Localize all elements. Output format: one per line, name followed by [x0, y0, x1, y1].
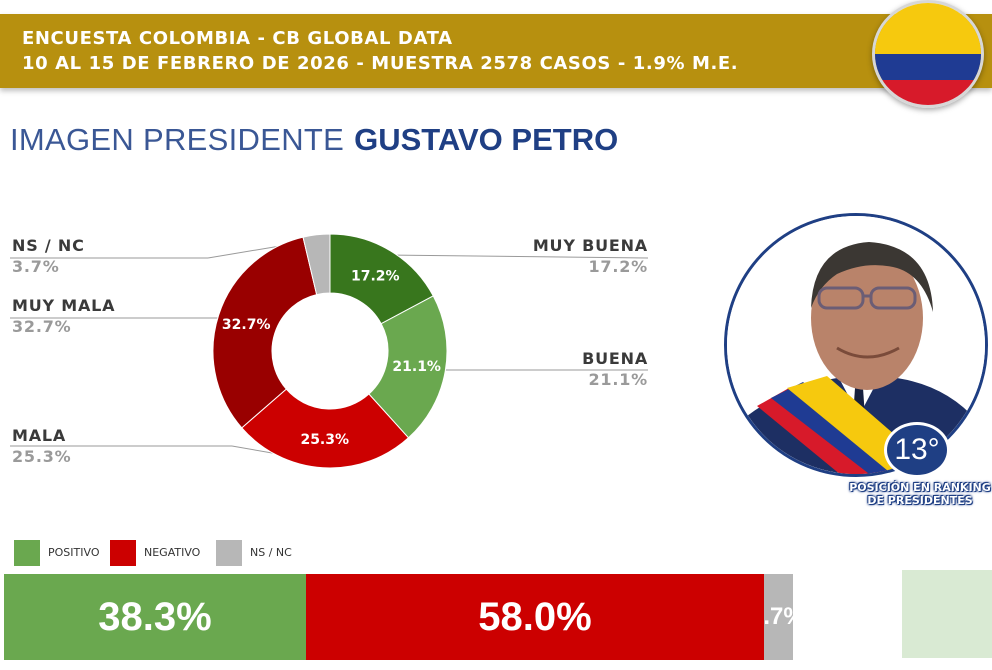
- donut-data-label-muy-buena: 17.2%: [351, 269, 400, 285]
- label-mala-name: MALA: [12, 426, 67, 445]
- label-muy-mala: MUY MALA 32.7%: [12, 296, 115, 336]
- president-photo-icon: [727, 216, 985, 474]
- header-band: [0, 14, 992, 88]
- title-prefix: IMAGEN PRESIDENTE: [10, 122, 345, 157]
- label-mala: MALA 25.3%: [12, 426, 72, 466]
- donut-data-label-muy-mala: 32.7%: [222, 317, 271, 333]
- legend-label-negativo: NEGATIVO: [144, 546, 201, 559]
- label-muy-mala-name: MUY MALA: [12, 296, 116, 315]
- legend-label-positivo: POSITIVO: [48, 546, 100, 559]
- page-title: IMAGEN PRESIDENTE GUSTAVO PETRO: [10, 122, 618, 158]
- label-muy-buena: MUY BUENA 17.2%: [533, 236, 648, 276]
- legend-swatch-ns-nc: [216, 540, 242, 566]
- donut-slice-muy-mala: [212, 236, 318, 429]
- label-ns-nc-value: 3.7%: [12, 257, 60, 276]
- legend-swatch-negativo: [110, 540, 136, 566]
- label-buena-value: 21.1%: [588, 370, 648, 389]
- donut-slice-mala: [241, 388, 410, 469]
- label-ns-nc: NS / NC 3.7%: [12, 236, 85, 276]
- label-buena: BUENA 21.1%: [582, 349, 648, 389]
- donut-slice-buena: [368, 295, 448, 439]
- faded-panel: [902, 570, 992, 658]
- bar-value-ns-nc: 3.7%: [764, 603, 793, 630]
- label-buena-name: BUENA: [582, 349, 648, 368]
- ranking-badge: 13°: [884, 422, 950, 478]
- donut-data-label-buena: 21.1%: [392, 359, 441, 375]
- stacked-bar: 38.3% 58.0% 3.7%: [4, 574, 793, 660]
- president-portrait: [724, 213, 992, 483]
- label-ns-nc-name: NS / NC: [12, 236, 85, 255]
- ranking-caption: POSICIÓN EN RANKING DE PRESIDENTES: [848, 481, 992, 507]
- bar-value-positivo: 38.3%: [98, 595, 212, 639]
- survey-title: ENCUESTA COLOMBIA - CB GLOBAL DATA: [22, 28, 453, 49]
- survey-details: 10 AL 15 DE FEBRERO DE 2026 - MUESTRA 25…: [22, 53, 739, 74]
- ranking-caption-line2: DE PRESIDENTES: [867, 494, 973, 507]
- bar-value-negativo: 58.0%: [478, 595, 592, 639]
- donut-slice-ns-nc: [302, 233, 331, 296]
- donut-data-label-mala: 25.3%: [300, 432, 349, 448]
- bar-segment-negativo: 58.0%: [306, 574, 764, 660]
- portrait-frame: [724, 213, 988, 477]
- leader-line-muy-buena: [384, 254, 649, 259]
- ranking-caption-line1: POSICIÓN EN RANKING: [849, 481, 991, 494]
- legend-swatch-positivo: [14, 540, 40, 566]
- bar-segment-ns-nc: 3.7%: [764, 574, 793, 660]
- title-president-name: GUSTAVO PETRO: [354, 122, 619, 157]
- donut-slice-muy-buena: [329, 233, 434, 325]
- label-muy-buena-value: 17.2%: [588, 257, 648, 276]
- label-mala-value: 25.3%: [12, 447, 72, 466]
- label-muy-mala-value: 32.7%: [12, 317, 72, 336]
- legend-label-ns-nc: NS / NC: [250, 546, 292, 559]
- bar-segment-positivo: 38.3%: [4, 574, 306, 660]
- label-muy-buena-name: MUY BUENA: [532, 236, 648, 255]
